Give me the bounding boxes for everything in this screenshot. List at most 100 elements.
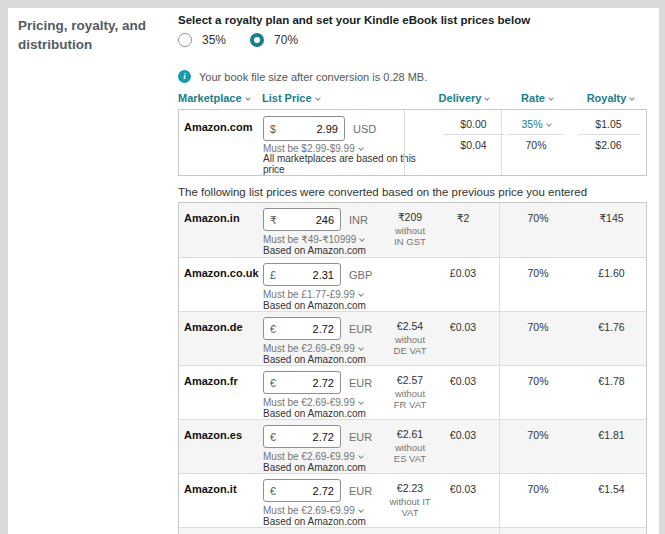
list-price-input[interactable] (277, 214, 340, 226)
table-row-amazon-co-uk: Amazon.co.uk £ GBP Must be £1.77-£9.99 B… (179, 257, 646, 311)
based-on-note: Based on Amazon.com (263, 462, 366, 473)
price-range-hint[interactable]: Must be €2.69-€9.99 (263, 505, 363, 516)
net-price: €2.61 (381, 428, 439, 440)
list-price-field: € EUR (263, 479, 372, 502)
chevron-down-icon (358, 345, 364, 351)
price-without-tax-cell: €2.61 without ES VAT (381, 428, 439, 464)
chevron-down-icon (358, 507, 364, 513)
currency-code: INR (349, 214, 368, 226)
net-price: €2.54 (381, 320, 439, 332)
list-price-input[interactable] (276, 323, 340, 335)
column-header-royalty[interactable]: Royalty (576, 92, 645, 104)
chevron-down-icon (358, 291, 364, 297)
royalty-amount: €1.81 (577, 429, 646, 441)
delivery-cost: €0.03 (435, 375, 491, 387)
radio-70-percent-label[interactable]: 70% (274, 33, 298, 47)
price-without-tax-cell: ₹209 without IN GST (381, 211, 439, 247)
delivery-cost: £0.03 (435, 267, 491, 279)
currency-symbol: € (264, 377, 276, 389)
column-header-list-price[interactable]: List Price (262, 92, 320, 104)
list-price-input[interactable] (276, 123, 344, 135)
table-row-amazon-fr: Amazon.fr € EUR Must be €2.69-€9.99 Base… (179, 365, 646, 419)
royalty-plan-heading: Select a royalty plan and set your Kindl… (178, 14, 530, 26)
price-range-hint[interactable]: Must be €2.69-€9.99 (263, 397, 363, 408)
marketplace-name: Amazon.co.uk (184, 267, 259, 279)
price-without-tax-cell: €2.54 without DE VAT (381, 320, 439, 356)
converted-price-table: Amazon.in ₹ INR Must be ₹49-₹10999 Based… (178, 202, 647, 534)
list-price-input-box: $ (263, 116, 345, 141)
list-price-input[interactable] (276, 431, 340, 443)
net-price: ₹209 (381, 211, 439, 223)
pricing-main-area: Select a royalty plan and set your Kindl… (178, 8, 647, 534)
based-on-note: Based on Amazon.com (263, 408, 366, 419)
price-range-hint[interactable]: Must be ₹49-₹10999 (263, 234, 364, 245)
rate-cell: 35% 70% (501, 118, 571, 151)
list-price-input-box: € (263, 479, 341, 502)
page-title: Pricing, royalty, and distribution (18, 16, 176, 54)
price-without-tax-cell: €2.23 without IT VAT (381, 482, 439, 518)
list-price-input[interactable] (276, 269, 340, 281)
table-row-partial (179, 527, 646, 534)
royalty-rate: 70% (499, 483, 577, 495)
rate-35-dropdown[interactable]: 35% (501, 118, 571, 130)
based-on-note: Based on Amazon.com (263, 354, 366, 365)
chevron-down-icon (245, 95, 251, 101)
list-price-field: € EUR (263, 371, 372, 394)
royalty-rate: 70% (499, 267, 577, 279)
list-price-input-box: € (263, 425, 341, 448)
based-on-note: Based on Amazon.com (263, 300, 366, 311)
list-price-input-box: € (263, 317, 341, 340)
royalty-amount: €1.76 (577, 321, 646, 333)
marketplace-name: Amazon.fr (184, 375, 238, 387)
currency-code: GBP (349, 269, 372, 281)
list-price-field: £ GBP (263, 263, 372, 286)
table-row-amazon-in: Amazon.in ₹ INR Must be ₹49-₹10999 Based… (179, 203, 646, 257)
list-price-field: $ USD (263, 116, 376, 141)
chevron-down-icon (546, 121, 552, 127)
column-divider (404, 110, 405, 175)
column-header-rate[interactable]: Rate (498, 92, 576, 104)
currency-code: EUR (349, 485, 372, 497)
chevron-down-icon (548, 95, 554, 101)
price-range-hint[interactable]: Must be £1.77-£9.99 (263, 289, 363, 300)
list-price-field: ₹ INR (263, 208, 368, 231)
list-price-input-box: € (263, 371, 341, 394)
royalty-rate: 70% (499, 429, 577, 441)
net-price-note: without FR VAT (381, 388, 439, 410)
info-icon: i (178, 70, 191, 83)
marketplace-name: Amazon.com (184, 121, 252, 133)
currency-code: EUR (349, 323, 372, 335)
price-range-hint[interactable]: Must be €2.69-€9.99 (263, 343, 363, 354)
net-price: €2.23 (381, 482, 439, 494)
royalty-70: $2.06 (571, 139, 646, 151)
marketplace-name: Amazon.de (184, 321, 243, 333)
radio-35-percent-label[interactable]: 35% (202, 33, 226, 47)
net-price: €2.57 (381, 374, 439, 386)
currency-symbol: ₹ (264, 214, 277, 226)
royalty-plan-radio-group: 35% 70% (178, 33, 312, 47)
delivery-cost: €0.03 (435, 321, 491, 333)
list-price-input-box: ₹ (263, 208, 341, 231)
list-price-input[interactable] (276, 377, 340, 389)
column-header-marketplace[interactable]: Marketplace (178, 92, 250, 104)
radio-70-percent[interactable] (250, 33, 264, 47)
marketplace-name: Amazon.it (184, 483, 237, 495)
radio-35-percent[interactable] (178, 33, 192, 47)
price-range-text: Must be €2.69-€9.99 (263, 505, 355, 516)
currency-code: EUR (349, 431, 372, 443)
delivery-cost: ₹2 (435, 212, 491, 224)
chevron-down-icon (358, 399, 364, 405)
price-without-tax-cell: €2.57 without FR VAT (381, 374, 439, 410)
price-range-text: Must be £1.77-£9.99 (263, 289, 355, 300)
chevron-down-icon (358, 145, 364, 151)
royalty-amount: £1.60 (577, 267, 646, 279)
royalty-rate: 70% (499, 212, 577, 224)
delivery-cost: €0.03 (435, 483, 491, 495)
price-range-hint[interactable]: Must be €2.69-€9.99 (263, 451, 363, 462)
list-price-input[interactable] (276, 485, 340, 497)
chevron-down-icon (485, 95, 491, 101)
list-price-input-box: £ (263, 263, 341, 286)
royalty-amount: €1.54 (577, 483, 646, 495)
all-marketplaces-note: All marketplaces are based on this price (263, 154, 418, 175)
list-price-field: € EUR (263, 425, 372, 448)
